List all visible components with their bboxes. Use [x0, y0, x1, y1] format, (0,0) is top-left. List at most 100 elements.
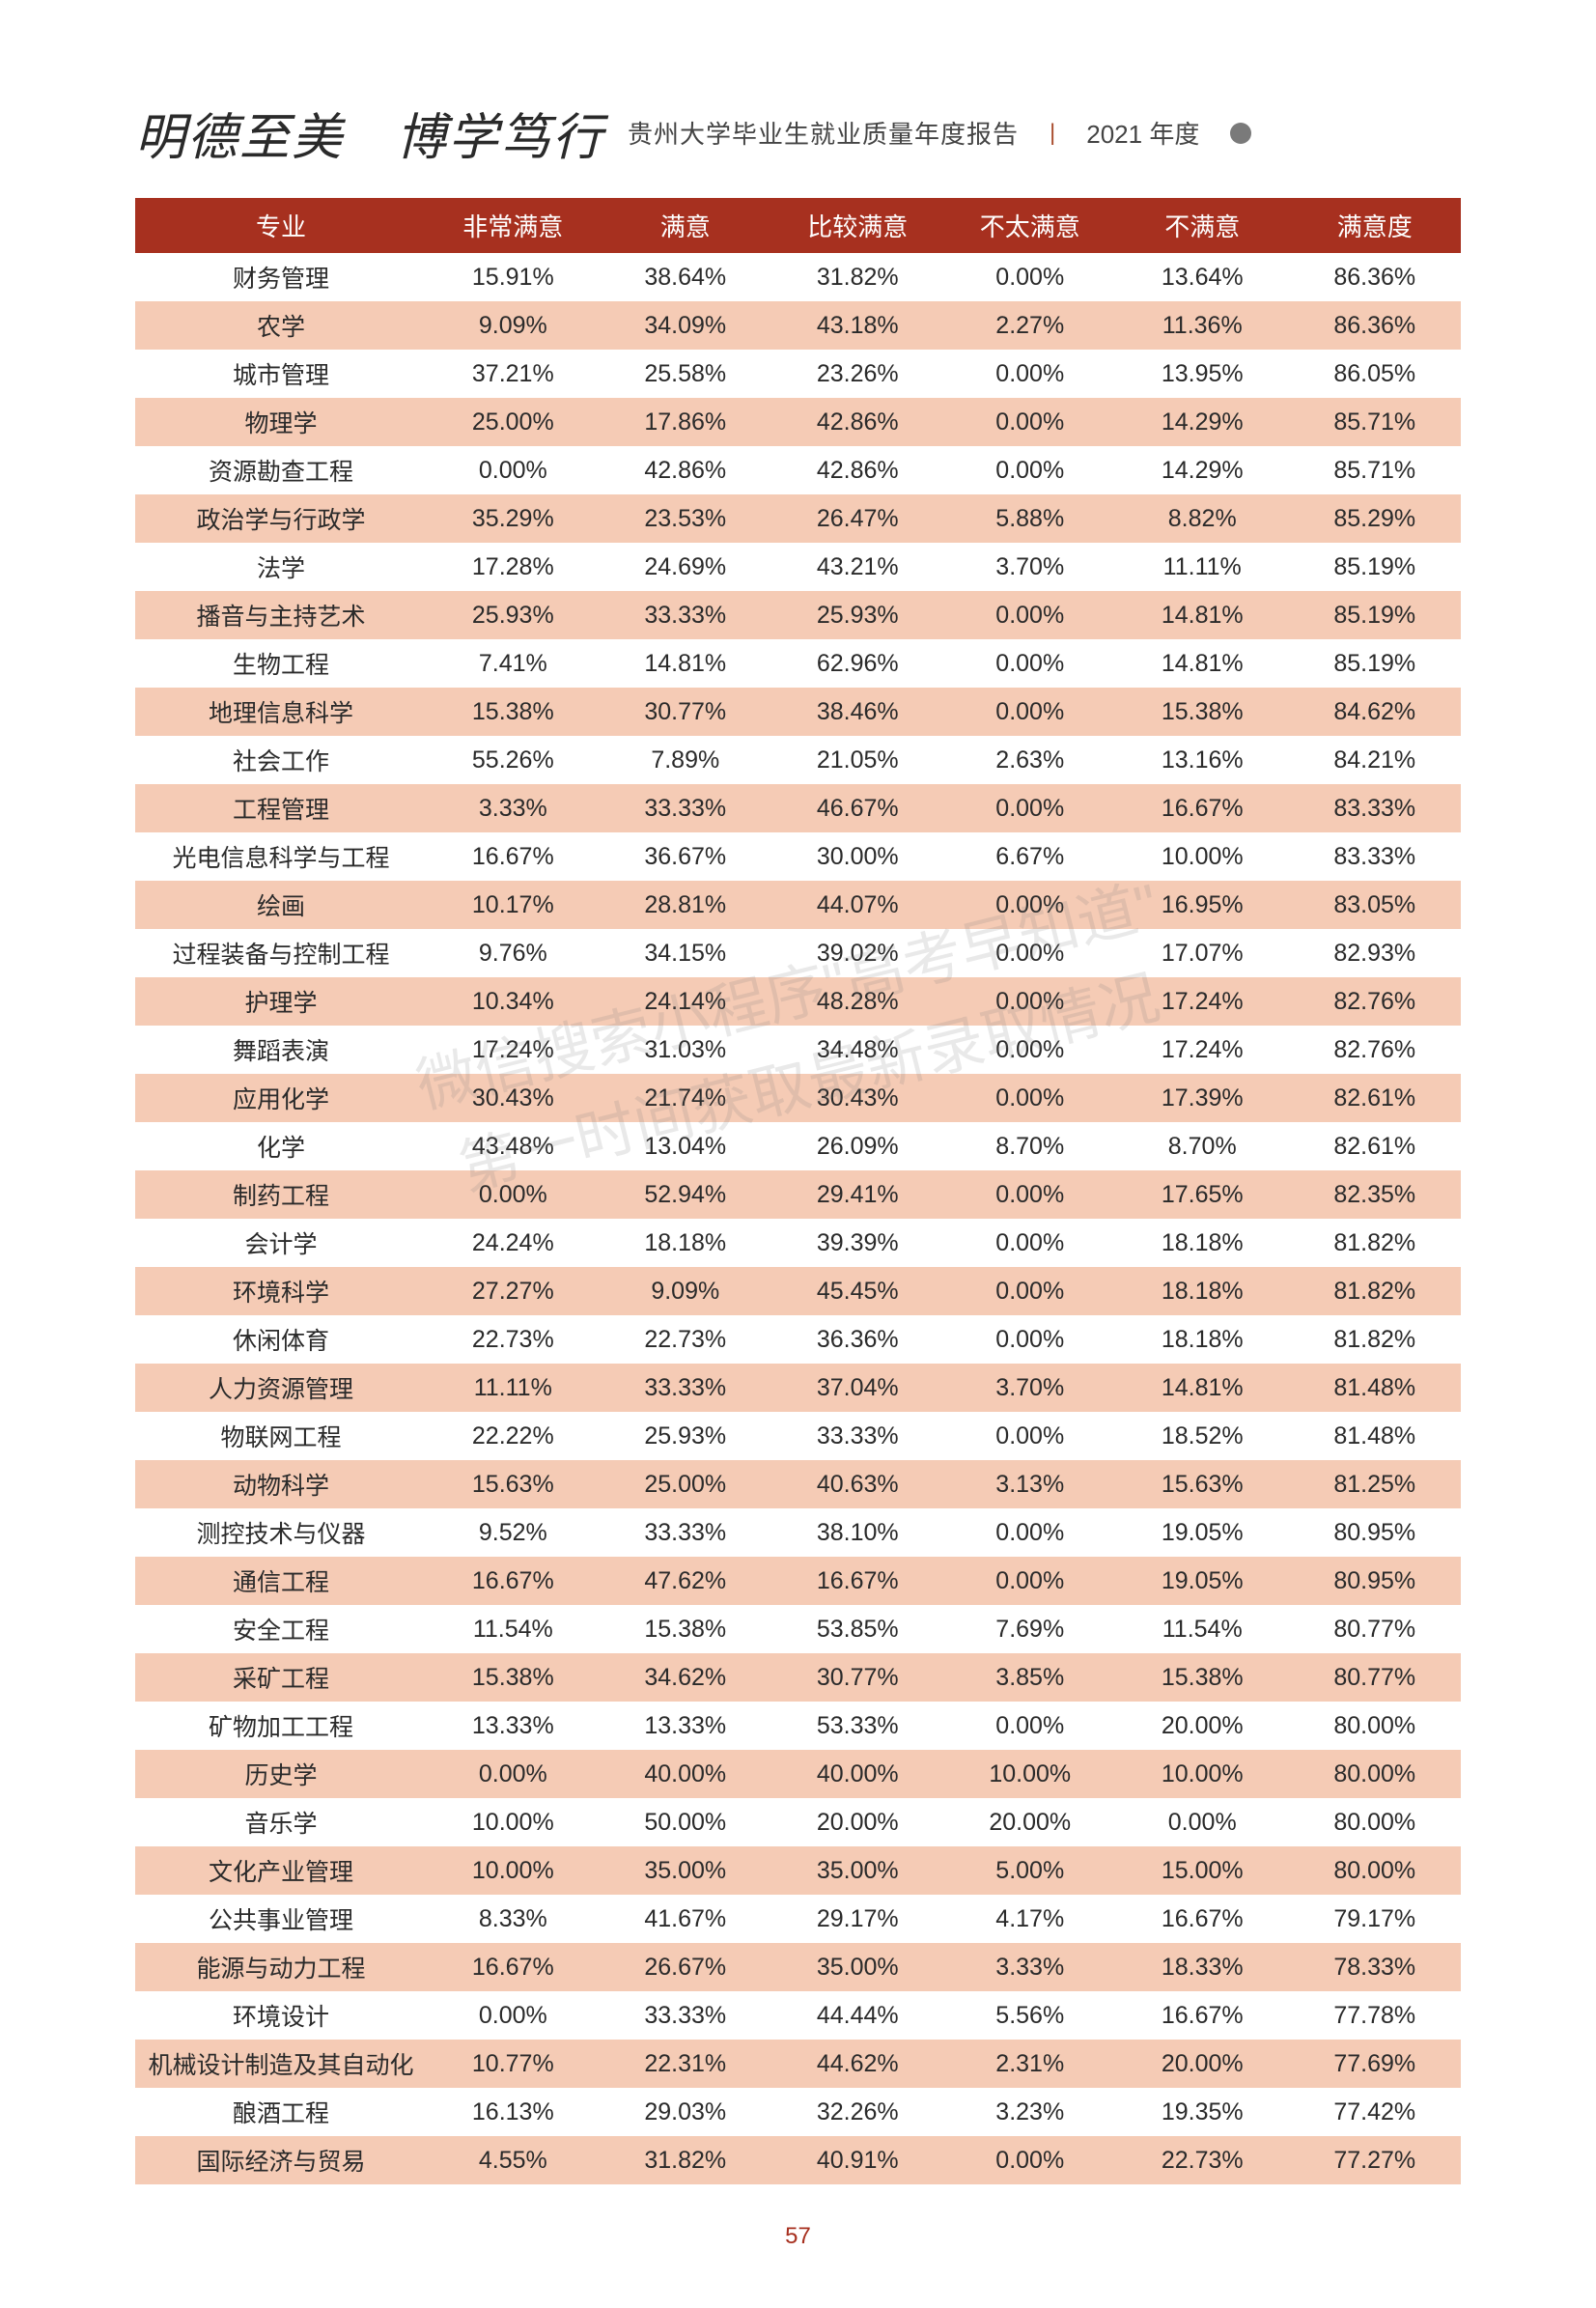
table-cell: 33.33% [600, 1508, 771, 1557]
table-cell: 舞蹈表演 [135, 1026, 427, 1074]
table-cell: 80.95% [1288, 1557, 1461, 1605]
table-row: 国际经济与贸易4.55%31.82%40.91%0.00%22.73%77.27… [135, 2136, 1461, 2184]
table-row: 农学9.09%34.09%43.18%2.27%11.36%86.36% [135, 301, 1461, 350]
table-cell: 80.00% [1288, 1750, 1461, 1798]
table-cell: 3.33% [944, 1943, 1116, 1991]
table-cell: 47.62% [600, 1557, 771, 1605]
table-cell: 35.00% [600, 1846, 771, 1895]
table-cell: 19.35% [1116, 2088, 1288, 2136]
table-cell: 80.00% [1288, 1846, 1461, 1895]
table-cell: 40.00% [600, 1750, 771, 1798]
table-row: 资源勘查工程0.00%42.86%42.86%0.00%14.29%85.71% [135, 446, 1461, 494]
table-cell: 16.13% [427, 2088, 599, 2136]
table-cell: 13.64% [1116, 253, 1288, 301]
table-cell: 0.00% [944, 1508, 1116, 1557]
table-cell: 15.00% [1116, 1846, 1288, 1895]
table-cell: 37.21% [427, 350, 599, 398]
table-cell: 8.33% [427, 1895, 599, 1943]
table-cell: 17.28% [427, 543, 599, 591]
table-cell: 人力资源管理 [135, 1364, 427, 1412]
table-cell: 0.00% [944, 977, 1116, 1026]
table-cell: 36.67% [600, 832, 771, 881]
table-cell: 光电信息科学与工程 [135, 832, 427, 881]
table-row: 休闲体育22.73%22.73%36.36%0.00%18.18%81.82% [135, 1315, 1461, 1364]
table-cell: 38.10% [771, 1508, 943, 1557]
table-col-header: 满意 [600, 198, 771, 253]
table-cell: 20.00% [771, 1798, 943, 1846]
table-row: 采矿工程15.38%34.62%30.77%3.85%15.38%80.77% [135, 1653, 1461, 1702]
table-cell: 物理学 [135, 398, 427, 446]
table-cell: 公共事业管理 [135, 1895, 427, 1943]
table-cell: 10.00% [1116, 832, 1288, 881]
table-cell: 29.03% [600, 2088, 771, 2136]
table-cell: 3.23% [944, 2088, 1116, 2136]
table-cell: 30.43% [771, 1074, 943, 1122]
table-col-header: 非常满意 [427, 198, 599, 253]
table-cell: 18.18% [1116, 1267, 1288, 1315]
table-cell: 80.00% [1288, 1798, 1461, 1846]
table-cell: 工程管理 [135, 784, 427, 832]
table-cell: 25.93% [427, 591, 599, 639]
table-cell: 16.95% [1116, 881, 1288, 929]
table-cell: 28.81% [600, 881, 771, 929]
table-row: 护理学10.34%24.14%48.28%0.00%17.24%82.76% [135, 977, 1461, 1026]
table-cell: 14.81% [1116, 639, 1288, 688]
table-cell: 83.33% [1288, 832, 1461, 881]
table-cell: 24.24% [427, 1219, 599, 1267]
table-row: 制药工程0.00%52.94%29.41%0.00%17.65%82.35% [135, 1170, 1461, 1219]
table-row: 化学43.48%13.04%26.09%8.70%8.70%82.61% [135, 1122, 1461, 1170]
table-cell: 绘画 [135, 881, 427, 929]
table-cell: 27.27% [427, 1267, 599, 1315]
table-cell: 85.29% [1288, 494, 1461, 543]
table-cell: 23.53% [600, 494, 771, 543]
table-cell: 18.52% [1116, 1412, 1288, 1460]
table-cell: 34.15% [600, 929, 771, 977]
table-cell: 85.71% [1288, 398, 1461, 446]
table-row: 舞蹈表演17.24%31.03%34.48%0.00%17.24%82.76% [135, 1026, 1461, 1074]
table-cell: 22.73% [1116, 2136, 1288, 2184]
table-cell: 18.18% [1116, 1219, 1288, 1267]
table-cell: 0.00% [944, 446, 1116, 494]
table-cell: 物联网工程 [135, 1412, 427, 1460]
table-cell: 26.47% [771, 494, 943, 543]
table-cell: 10.00% [944, 1750, 1116, 1798]
table-row: 过程装备与控制工程9.76%34.15%39.02%0.00%17.07%82.… [135, 929, 1461, 977]
table-cell: 30.77% [600, 688, 771, 736]
table-cell: 42.86% [771, 398, 943, 446]
table-cell: 11.54% [427, 1605, 599, 1653]
table-cell: 0.00% [427, 1991, 599, 2040]
table-cell: 0.00% [944, 1267, 1116, 1315]
table-cell: 7.89% [600, 736, 771, 784]
table-cell: 3.13% [944, 1460, 1116, 1508]
table-cell: 34.62% [600, 1653, 771, 1702]
table-cell: 16.67% [427, 1557, 599, 1605]
table-cell: 16.67% [771, 1557, 943, 1605]
table-cell: 文化产业管理 [135, 1846, 427, 1895]
table-cell: 81.48% [1288, 1364, 1461, 1412]
table-cell: 10.34% [427, 977, 599, 1026]
table-header-row: 专业非常满意满意比较满意不太满意不满意满意度 [135, 198, 1461, 253]
table-col-header: 不太满意 [944, 198, 1116, 253]
table-row: 光电信息科学与工程16.67%36.67%30.00%6.67%10.00%83… [135, 832, 1461, 881]
table-cell: 2.31% [944, 2040, 1116, 2088]
table-cell: 44.62% [771, 2040, 943, 2088]
table-cell: 城市管理 [135, 350, 427, 398]
header-bullet-icon [1230, 123, 1251, 144]
table-cell: 82.76% [1288, 977, 1461, 1026]
table-cell: 22.22% [427, 1412, 599, 1460]
table-cell: 14.81% [1116, 1364, 1288, 1412]
table-cell: 0.00% [427, 446, 599, 494]
table-cell: 48.28% [771, 977, 943, 1026]
table-cell: 16.67% [1116, 1895, 1288, 1943]
table-cell: 16.67% [427, 832, 599, 881]
table-cell: 15.38% [427, 1653, 599, 1702]
table-cell: 81.25% [1288, 1460, 1461, 1508]
table-row: 环境科学27.27%9.09%45.45%0.00%18.18%81.82% [135, 1267, 1461, 1315]
table-cell: 35.29% [427, 494, 599, 543]
table-cell: 34.48% [771, 1026, 943, 1074]
table-cell: 15.63% [1116, 1460, 1288, 1508]
table-cell: 20.00% [1116, 2040, 1288, 2088]
table-cell: 能源与动力工程 [135, 1943, 427, 1991]
table-cell: 77.78% [1288, 1991, 1461, 2040]
table-row: 历史学0.00%40.00%40.00%10.00%10.00%80.00% [135, 1750, 1461, 1798]
